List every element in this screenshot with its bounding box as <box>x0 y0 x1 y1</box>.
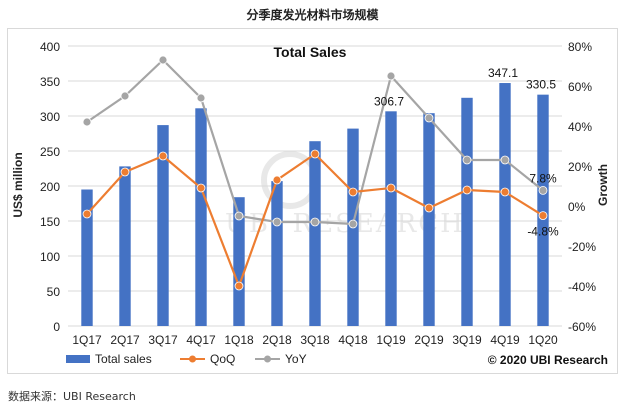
bar <box>271 181 283 326</box>
qoq-point <box>424 203 434 213</box>
x-tick-label: 3Q17 <box>148 333 178 347</box>
yoy-point <box>424 113 434 123</box>
yoy-point <box>272 217 282 227</box>
x-tick-label: 4Q18 <box>338 333 368 347</box>
legend-label-qoq: QoQ <box>210 352 235 366</box>
bar <box>309 141 321 326</box>
qoq-point <box>462 185 472 195</box>
x-tick-label: 1Q18 <box>224 333 254 347</box>
y-tick-label: 350 <box>40 75 60 89</box>
y-tick-label: 400 <box>40 40 60 54</box>
yoy-point <box>500 155 510 165</box>
qoq-point <box>500 187 510 197</box>
yoy-point <box>538 185 548 195</box>
legend-marker-yoy <box>264 355 271 363</box>
y2-tick-label: 80% <box>568 40 592 54</box>
x-tick-label: 1Q17 <box>72 333 102 347</box>
y-tick-label: 50 <box>47 285 61 299</box>
y-tick-label: 250 <box>40 145 60 159</box>
bar <box>385 111 397 326</box>
yoy-point <box>462 155 472 165</box>
y2-tick-label: -20% <box>568 240 596 254</box>
y-tick-label: 100 <box>40 250 60 264</box>
qoq-point <box>158 151 168 161</box>
qoq-point <box>386 183 396 193</box>
data-label: 347.1 <box>488 66 518 80</box>
qoq-point <box>272 175 282 185</box>
bar <box>81 189 93 326</box>
bar <box>119 166 131 326</box>
yoy-point <box>234 211 244 221</box>
yoy-point <box>82 117 92 127</box>
y2-tick-label: 40% <box>568 120 592 134</box>
data-label: 330.5 <box>526 78 556 92</box>
x-tick-label: 3Q18 <box>300 333 330 347</box>
chart-title: Total Sales <box>274 44 347 60</box>
page-title: 分季度发光材料市场规模 <box>246 8 379 22</box>
legend-label-yoy: YoY <box>285 352 307 366</box>
legend: Total sales QoQ YoY <box>66 352 307 366</box>
yoy-point <box>386 71 396 81</box>
data-label: 7.8% <box>529 171 557 185</box>
source-label: 数据来源： <box>8 390 63 403</box>
x-tick-label: 4Q17 <box>186 333 216 347</box>
y2-tick-label: -60% <box>568 320 596 334</box>
x-tick-label: 2Q17 <box>110 333 140 347</box>
source-note: 数据来源：UBI Research <box>8 388 136 404</box>
copyright: © 2020 UBI Research <box>488 353 608 367</box>
x-tick-label: 1Q20 <box>528 333 558 347</box>
bar <box>499 83 511 326</box>
qoq-point <box>120 167 130 177</box>
y-tick-label: 0 <box>53 320 60 334</box>
legend-label-total-sales: Total sales <box>95 352 152 366</box>
qoq-point <box>82 209 92 219</box>
legend-marker-qoq <box>189 355 196 363</box>
legend-swatch-total-sales <box>66 355 90 363</box>
y2-axis-label: Growth <box>596 164 610 206</box>
yoy-point <box>120 91 130 101</box>
bar <box>195 108 207 326</box>
bar <box>157 125 169 326</box>
y-axis-label: US$ million <box>11 152 25 217</box>
source-value: UBI Research <box>63 390 136 403</box>
qoq-point <box>348 187 358 197</box>
y2-tick-label: 0% <box>568 200 586 214</box>
qoq-point <box>538 211 548 221</box>
y-tick-label: 300 <box>40 110 60 124</box>
x-tick-label: 4Q19 <box>490 333 520 347</box>
y2-tick-label: 20% <box>568 160 592 174</box>
yoy-point <box>348 219 358 229</box>
x-tick-label: 2Q18 <box>262 333 292 347</box>
y-tick-label: 150 <box>40 215 60 229</box>
x-tick-label: 3Q19 <box>452 333 482 347</box>
y2-tick-label: -40% <box>568 280 596 294</box>
bar <box>233 197 245 326</box>
data-label: -4.8% <box>527 225 559 239</box>
chart-frame <box>7 28 618 374</box>
y-tick-label: 200 <box>40 180 60 194</box>
qoq-point <box>234 281 244 291</box>
data-label: 306.7 <box>374 94 404 108</box>
yoy-point <box>310 217 320 227</box>
bar <box>423 113 435 326</box>
yoy-point <box>158 55 168 65</box>
yoy-point <box>196 93 206 103</box>
qoq-point <box>310 149 320 159</box>
x-tick-label: 2Q19 <box>414 333 444 347</box>
qoq-point <box>196 183 206 193</box>
bar <box>461 97 473 326</box>
bar <box>537 94 549 327</box>
y2-tick-label: 60% <box>568 80 592 94</box>
x-tick-label: 1Q19 <box>376 333 406 347</box>
